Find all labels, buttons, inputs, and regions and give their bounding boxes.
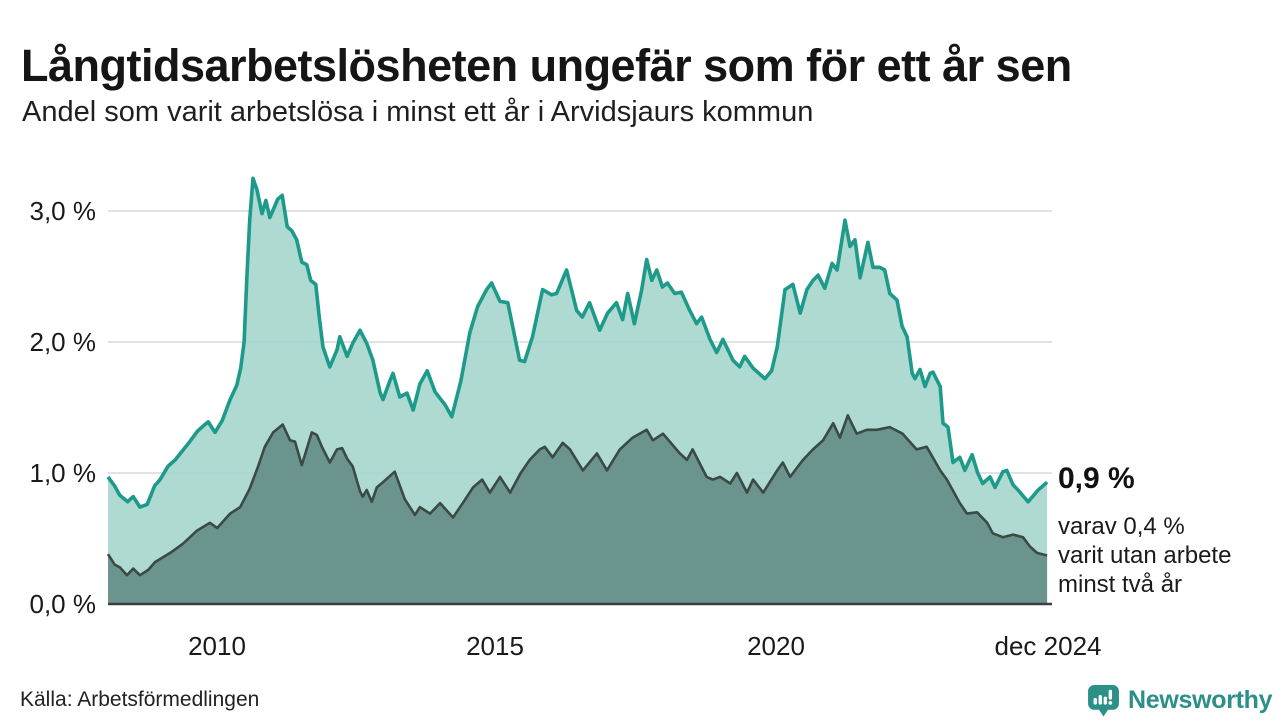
logo-exclamation-dot	[1108, 700, 1113, 705]
annotation-line-3: minst två år	[1058, 571, 1183, 598]
logo-bar-3	[1103, 696, 1107, 705]
newsworthy-wordmark: Newsworthy	[1128, 685, 1273, 714]
x-tick-2020: 2020	[747, 631, 805, 661]
logo-exclamation-bar	[1108, 689, 1113, 700]
page-title: Långtidsarbetslösheten ungefär som för e…	[21, 40, 1072, 92]
y-tick-1: 1,0 %	[29, 458, 97, 488]
newsworthy-logo-icon	[1088, 684, 1119, 716]
total-unemployed-line	[106, 176, 1049, 509]
logo-bar-1	[1093, 697, 1097, 705]
annotation-detail: varav 0,4 % varit utan arbete minst två …	[1058, 512, 1280, 599]
latest-value-label: 0,9 %	[1058, 462, 1135, 496]
x-tick-2010: 2010	[188, 631, 246, 661]
y-tick-2: 2,0 %	[29, 327, 97, 357]
chart-subtitle: Andel som varit arbetslösa i minst ett å…	[22, 96, 814, 128]
y-tick-0: 0,0 %	[29, 589, 97, 619]
logo-bar-2	[1098, 694, 1102, 705]
two-year-unemployed-line	[106, 414, 1048, 577]
x-tick-dec2024: dec 2024	[994, 631, 1102, 661]
annotation-line-1: varav 0,4 %	[1058, 513, 1185, 540]
y-tick-3: 3,0 %	[29, 196, 97, 226]
annotation-line-2: varit utan arbete	[1058, 542, 1232, 569]
newsworthy-logo: Newsworthy	[1086, 682, 1273, 718]
x-tick-2015: 2015	[466, 631, 524, 661]
two-year-unemployed-area	[108, 415, 1048, 604]
source-credit: Källa: Arbetsförmedlingen	[20, 688, 260, 711]
